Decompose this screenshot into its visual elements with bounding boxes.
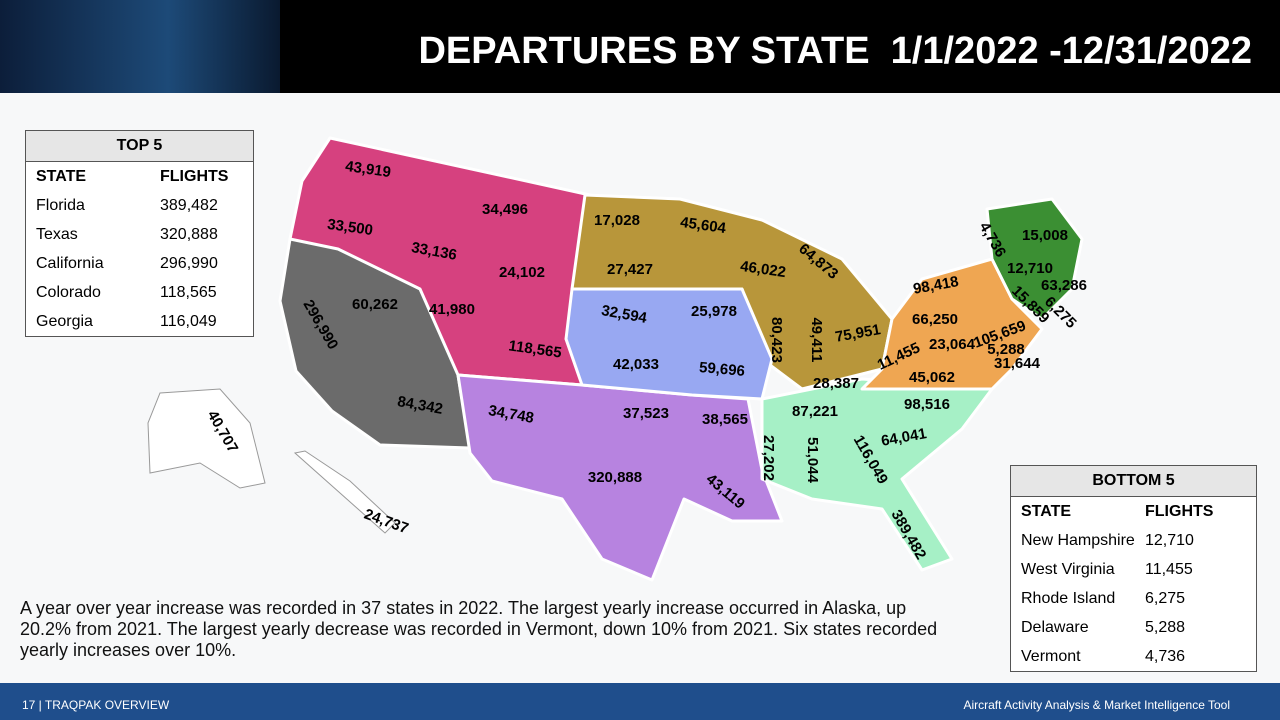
row: West Virginia 11,455 xyxy=(1011,555,1256,584)
state-label: 49,411 xyxy=(808,317,825,362)
cell: 296,990 xyxy=(160,254,218,272)
cell: California xyxy=(36,254,104,272)
cell: 116,049 xyxy=(160,312,217,330)
cell: 5,288 xyxy=(1145,618,1186,636)
cell: 11,455 xyxy=(1145,560,1193,578)
state-label: 51,044 xyxy=(804,437,821,484)
cell: Vermont xyxy=(1021,647,1081,665)
column-header: FLIGHTS xyxy=(1145,502,1214,520)
state-label: 17,028 xyxy=(594,212,640,229)
cell: 389,482 xyxy=(160,196,218,214)
region-new-england xyxy=(985,197,1084,321)
row: Vermont 4,736 xyxy=(1011,642,1256,671)
column-header: STATE xyxy=(1021,502,1072,520)
row: Colorado 118,565 xyxy=(26,278,253,307)
state-label: 320,888 xyxy=(588,469,642,486)
footer-left: 17 | TRAQPAK OVERVIEW xyxy=(22,698,170,712)
cell: Texas xyxy=(36,225,78,243)
title: DEPARTURES BY STATE 1/1/2022 -12/31/2022 xyxy=(418,30,1252,72)
footer-right: Aircraft Activity Analysis & Market Inte… xyxy=(963,698,1230,712)
cell: Delaware xyxy=(1021,618,1089,636)
footer: 17 | TRAQPAK OVERVIEW Aircraft Activity … xyxy=(0,683,1280,720)
region-mid-atlantic xyxy=(860,257,1044,391)
state-label: 42,033 xyxy=(613,356,659,373)
state-label: 24,102 xyxy=(499,264,545,281)
row: California 296,990 xyxy=(26,249,253,278)
cell: Colorado xyxy=(36,283,101,301)
state-label: 27,202 xyxy=(760,435,777,481)
state-label: 5,288 xyxy=(987,341,1025,358)
alaska xyxy=(147,388,266,489)
state-label: 41,980 xyxy=(429,301,475,318)
us-map: 43,91933,50034,49633,13624,10241,980118,… xyxy=(147,136,1087,582)
row: Florida 389,482 xyxy=(26,191,253,220)
state-label: 25,978 xyxy=(691,303,737,320)
state-label: 45,062 xyxy=(909,369,955,386)
cell: Georgia xyxy=(36,312,93,330)
bottom5-table: BOTTOM 5 STATE FLIGHTS New Hampshire 12,710 W… xyxy=(1010,465,1257,672)
state-label: 24,737 xyxy=(362,506,411,538)
header-row: STATE FLIGHTS xyxy=(1011,497,1256,526)
state-label: 12,710 xyxy=(1007,260,1053,277)
cell: 320,888 xyxy=(160,225,218,243)
state-label: 87,221 xyxy=(792,403,838,420)
cell: Rhode Island xyxy=(1021,589,1116,607)
region-west xyxy=(278,237,472,450)
header-image xyxy=(0,0,280,93)
state-label: 27,427 xyxy=(607,261,653,278)
top5-table: TOP 5 STATE FLIGHTS Florida 389,482 Texas 320,… xyxy=(25,130,254,337)
column-header: FLIGHTS xyxy=(160,167,229,185)
table-title: TOP 5 xyxy=(26,131,253,162)
state-label: 43,919 xyxy=(344,158,392,181)
state-label: 60,262 xyxy=(352,296,398,313)
note: A year over year increase was recorded i… xyxy=(20,598,938,660)
state-label: 59,696 xyxy=(698,359,745,380)
header-row: STATE FLIGHTS xyxy=(26,162,253,191)
state-label: 63,286 xyxy=(1041,277,1087,294)
table-title: BOTTOM 5 xyxy=(1011,466,1256,497)
cell: West Virginia xyxy=(1021,560,1115,578)
state-label: 23,064 xyxy=(929,336,976,353)
state-label: 31,644 xyxy=(994,355,1041,372)
cell: 4,736 xyxy=(1145,647,1186,665)
row: Rhode Island 6,275 xyxy=(1011,584,1256,613)
state-label: 34,496 xyxy=(482,201,528,218)
state-label: 28,387 xyxy=(813,375,859,392)
hawaii xyxy=(293,450,396,534)
cell: New Hampshire xyxy=(1021,531,1135,549)
state-label: 46,022 xyxy=(739,258,787,281)
cell: 6,275 xyxy=(1145,589,1186,607)
state-label: 66,250 xyxy=(912,311,958,328)
column-header: STATE xyxy=(36,167,87,185)
cell: 118,565 xyxy=(160,283,217,301)
cell: Florida xyxy=(36,196,85,214)
state-label: 80,423 xyxy=(768,317,785,363)
row: Texas 320,888 xyxy=(26,220,253,249)
state-label: 37,523 xyxy=(623,405,669,422)
state-label: 98,516 xyxy=(904,396,950,413)
state-label: 15,008 xyxy=(1022,227,1068,244)
region-plains xyxy=(564,287,774,401)
header: DEPARTURES BY STATE 1/1/2022 -12/31/2022 xyxy=(0,0,1280,93)
row: Delaware 5,288 xyxy=(1011,613,1256,642)
state-label: 38,565 xyxy=(702,411,748,428)
row: New Hampshire 12,710 xyxy=(1011,526,1256,555)
state-label: 45,604 xyxy=(679,214,727,237)
cell: 12,710 xyxy=(1145,531,1194,549)
state-label: 33,500 xyxy=(326,216,374,239)
row: Georgia 116,049 xyxy=(26,307,253,336)
